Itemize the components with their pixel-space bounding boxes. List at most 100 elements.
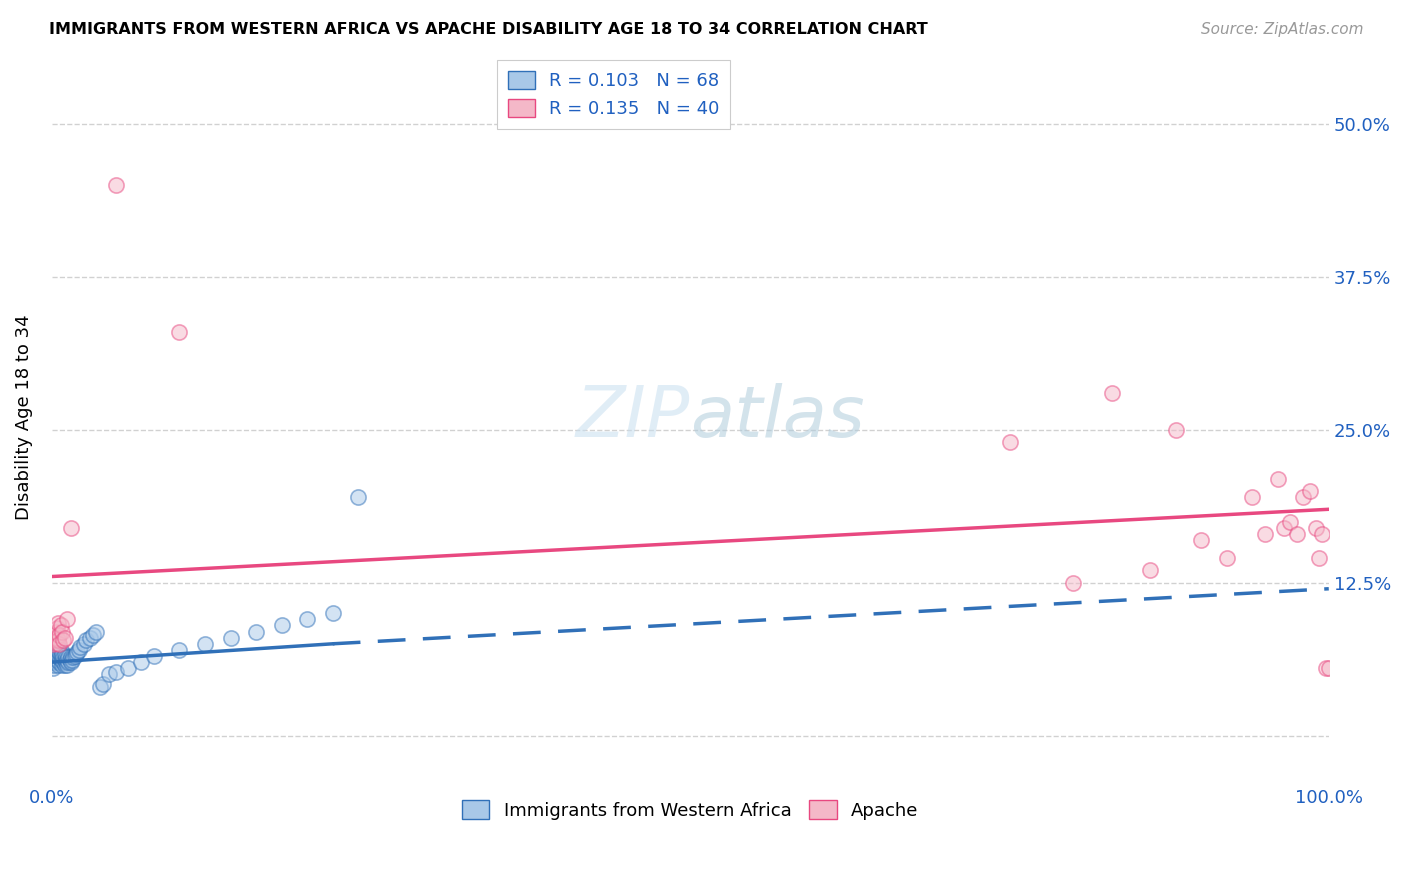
Point: [53, 631, 76, 645]
Text: atlas: atlas: [690, 383, 865, 452]
Point: [56, 653, 79, 667]
Point: [51, 648, 73, 662]
Point: [69, 640, 91, 655]
Point: [1292, 490, 1315, 504]
Point: [129, 655, 152, 669]
Point: [67, 643, 90, 657]
Point: [1241, 490, 1264, 504]
Point: [46, 648, 69, 662]
Point: [45, 648, 67, 662]
Point: [104, 665, 127, 679]
Point: [65, 647, 87, 661]
Point: [53, 648, 76, 662]
Point: [59, 655, 82, 669]
Point: [42, 637, 65, 651]
Point: [1317, 661, 1340, 675]
Point: [79, 631, 101, 645]
Point: [51, 624, 73, 639]
Point: [1254, 526, 1277, 541]
Point: [55, 650, 77, 665]
Point: [1272, 520, 1295, 534]
Point: [98, 667, 121, 681]
Point: [56, 657, 79, 672]
Point: [46, 633, 69, 648]
Point: [86, 624, 108, 639]
Point: [75, 633, 97, 648]
Point: [169, 643, 191, 657]
Point: [49, 648, 72, 662]
Point: [73, 637, 96, 651]
Point: [59, 520, 82, 534]
Point: [45, 655, 67, 669]
Point: [62, 650, 84, 665]
Point: [89, 680, 111, 694]
Point: [52, 655, 75, 669]
Point: [49, 618, 72, 632]
Point: [45, 624, 67, 639]
Point: [1215, 551, 1237, 566]
Point: [998, 435, 1021, 450]
Point: [60, 653, 83, 667]
Text: IMMIGRANTS FROM WESTERN AFRICA VS APACHE DISABILITY AGE 18 TO 34 CORRELATION CHA: IMMIGRANTS FROM WESTERN AFRICA VS APACHE…: [49, 22, 928, 37]
Point: [104, 178, 127, 193]
Point: [48, 628, 70, 642]
Text: Source: ZipAtlas.com: Source: ZipAtlas.com: [1201, 22, 1364, 37]
Point: [42, 631, 65, 645]
Point: [59, 650, 82, 665]
Point: [46, 615, 69, 630]
Point: [42, 661, 65, 675]
Point: [45, 635, 67, 649]
Point: [51, 657, 73, 672]
Point: [45, 645, 67, 659]
Point: [347, 490, 370, 504]
Point: [51, 653, 73, 667]
Point: [169, 325, 191, 339]
Point: [44, 657, 66, 672]
Point: [45, 650, 67, 665]
Point: [44, 643, 66, 657]
Point: [1164, 423, 1187, 437]
Point: [49, 653, 72, 667]
Point: [49, 643, 72, 657]
Point: [194, 637, 217, 651]
Point: [46, 653, 69, 667]
Point: [48, 637, 70, 651]
Point: [1062, 575, 1084, 590]
Point: [48, 645, 70, 659]
Point: [45, 643, 67, 657]
Point: [82, 628, 104, 642]
Point: [91, 677, 114, 691]
Point: [1305, 520, 1327, 534]
Point: [58, 650, 80, 665]
Point: [42, 655, 65, 669]
Point: [53, 653, 76, 667]
Point: [46, 643, 69, 657]
Point: [142, 648, 165, 663]
Point: [322, 606, 344, 620]
Point: [45, 653, 67, 667]
Point: [219, 631, 242, 645]
Point: [44, 628, 66, 642]
Point: [45, 621, 67, 635]
Text: ZIP: ZIP: [576, 383, 690, 452]
Point: [1189, 533, 1212, 547]
Point: [52, 650, 75, 665]
Point: [1312, 526, 1334, 541]
Point: [295, 612, 318, 626]
Y-axis label: Disability Age 18 to 34: Disability Age 18 to 34: [15, 315, 32, 520]
Point: [58, 655, 80, 669]
Point: [1315, 661, 1337, 675]
Point: [245, 624, 267, 639]
Point: [117, 661, 139, 675]
Point: [1139, 563, 1161, 577]
Point: [48, 655, 70, 669]
Point: [1298, 483, 1320, 498]
Point: [42, 648, 65, 663]
Point: [56, 612, 79, 626]
Point: [52, 633, 75, 648]
Point: [59, 653, 82, 667]
Point: [44, 648, 66, 662]
Point: [1308, 551, 1330, 566]
Point: [46, 657, 69, 672]
Point: [44, 633, 66, 648]
